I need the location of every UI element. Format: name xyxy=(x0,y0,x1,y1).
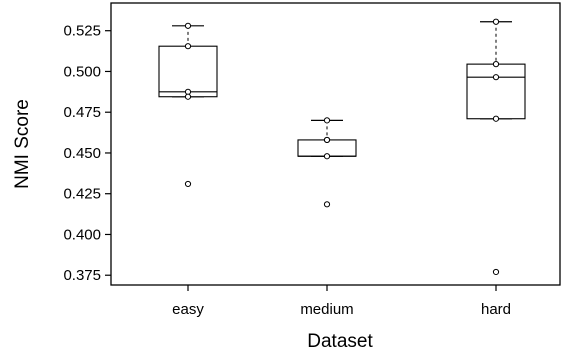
plot-frame xyxy=(110,2,561,286)
y-axis: 0.375 0.400 0.425 0.450 0.475 0.500 0.525 xyxy=(63,23,111,284)
y-tick-label: 0.400 xyxy=(63,226,101,243)
box-series xyxy=(158,18,526,276)
y-tick-label: 0.375 xyxy=(63,267,101,284)
x-tick-label-medium: medium xyxy=(300,301,353,318)
data-point xyxy=(492,61,500,68)
x-tick-label-easy: easy xyxy=(172,301,204,318)
x-axis: easy medium hard xyxy=(172,285,511,318)
y-axis-label: NMI Score xyxy=(12,99,33,189)
x-axis-label: Dataset xyxy=(307,331,373,352)
y-tick-label: 0.500 xyxy=(63,63,101,80)
data-point xyxy=(323,201,331,208)
data-point xyxy=(492,18,500,25)
y-tick-label: 0.425 xyxy=(63,186,101,203)
data-point xyxy=(323,153,331,160)
data-point xyxy=(184,43,192,50)
data-point xyxy=(323,117,331,124)
data-point xyxy=(492,115,500,122)
data-point xyxy=(184,93,192,100)
box-hard xyxy=(466,18,526,276)
box-medium xyxy=(297,117,357,208)
y-tick-label: 0.475 xyxy=(63,104,101,121)
data-point xyxy=(184,180,192,188)
box-body xyxy=(466,63,526,120)
data-point xyxy=(184,22,192,29)
data-point xyxy=(492,74,500,81)
x-tick-label-hard: hard xyxy=(481,301,511,318)
data-point xyxy=(492,268,500,276)
y-tick-label: 0.450 xyxy=(63,145,101,162)
y-tick-label: 0.525 xyxy=(63,23,101,40)
data-point xyxy=(323,136,331,144)
box-easy xyxy=(158,22,218,188)
